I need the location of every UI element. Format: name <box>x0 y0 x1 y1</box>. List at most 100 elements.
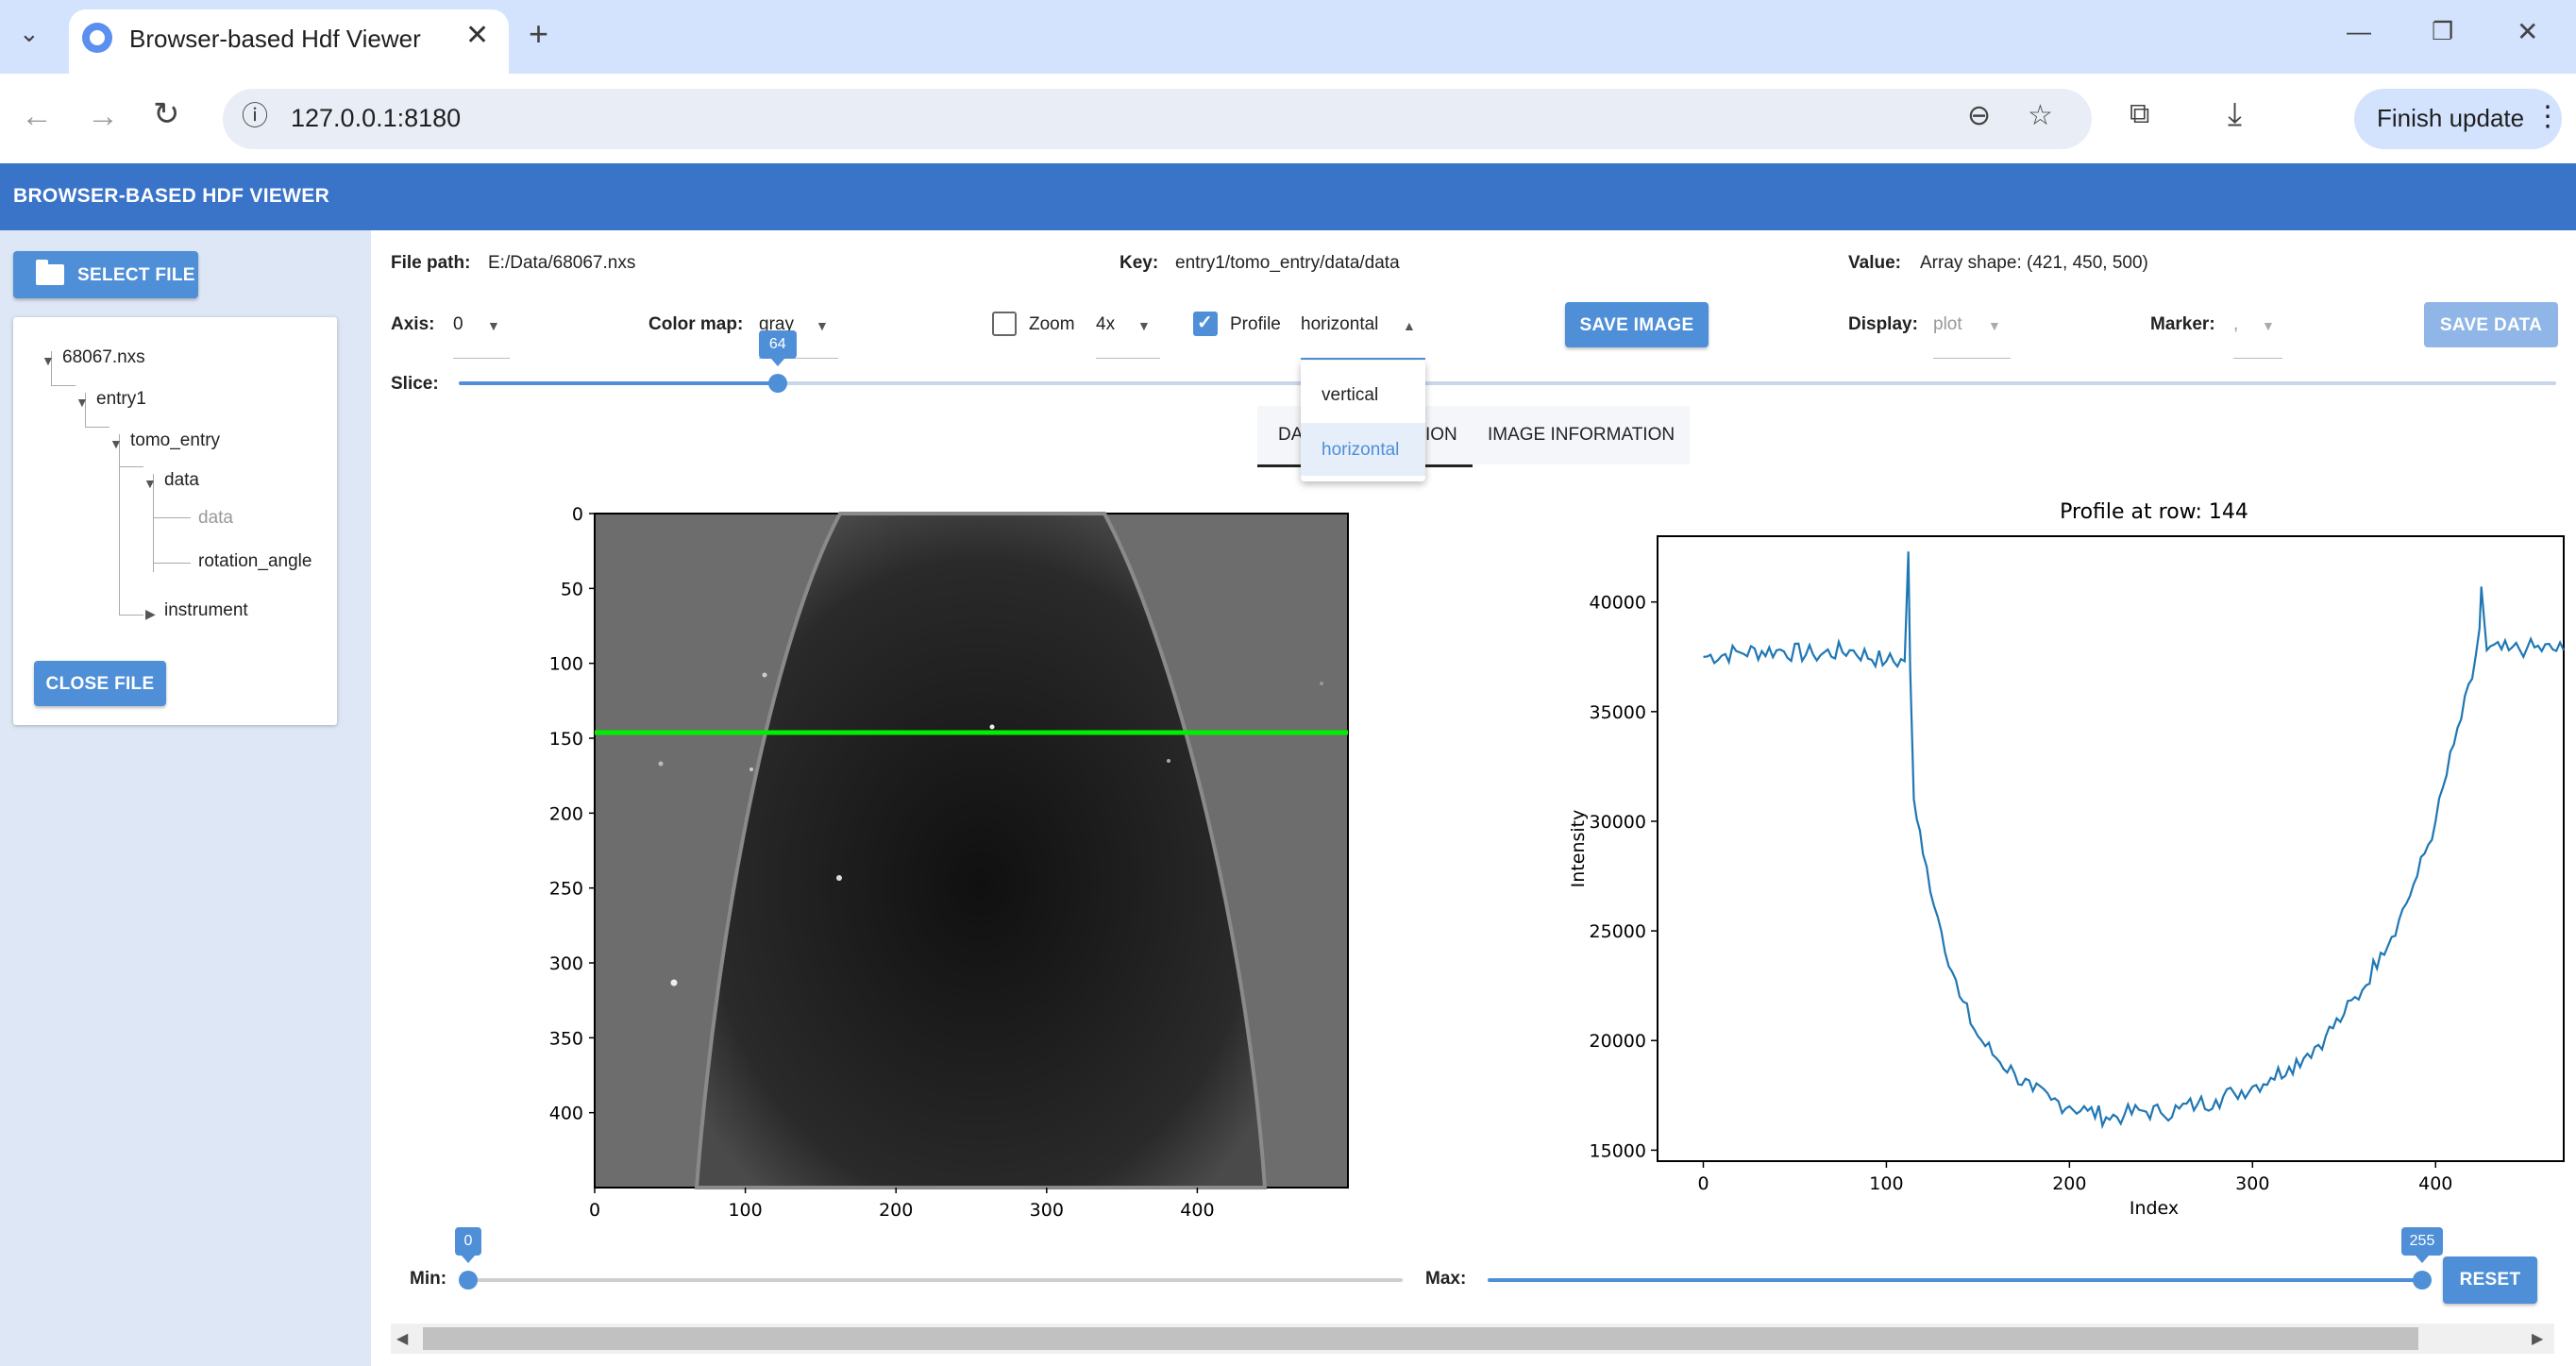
key-value: entry1/tomo_entry/data/data <box>1175 253 1400 273</box>
min-value-bubble: 0 <box>455 1227 481 1263</box>
back-icon[interactable]: ← <box>21 98 53 134</box>
tree-node-tomo-entry[interactable]: tomo_entry <box>130 430 221 450</box>
collapse-arrow-icon[interactable]: ▼ <box>143 476 157 491</box>
browser-tab-strip: ⌄ Browser-based Hdf Viewer ✕ + — ❐ ✕ <box>0 0 2576 74</box>
address-bar[interactable]: ⓘ 127.0.0.1:8180 ⊖ ☆ <box>223 89 2092 149</box>
image-ytick-label: 300 <box>549 953 583 974</box>
profile-option-vertical[interactable]: vertical <box>1322 385 1379 405</box>
plot-x-axis: 0 100 200 300 400 <box>1697 1161 2452 1194</box>
colormap-select[interactable]: gray ▼ <box>759 307 838 360</box>
slice-slider[interactable]: 64 <box>459 330 2556 402</box>
display-select-value: plot <box>1933 314 1962 334</box>
profile-select-value: horizontal <box>1301 314 1379 334</box>
image-xtick-label: 400 <box>1180 1200 1214 1221</box>
profile-option-horizontal[interactable]: horizontal <box>1301 423 1425 476</box>
zoom-select[interactable]: 4x ▼ <box>1096 307 1160 360</box>
bookmark-star-icon[interactable]: ☆ <box>2028 100 2053 131</box>
reload-icon[interactable]: ↻ <box>153 96 180 132</box>
reset-button[interactable]: RESET <box>2443 1256 2537 1304</box>
image-ytick-label: 400 <box>549 1104 583 1124</box>
profile-dropdown-menu: vertical horizontal <box>1301 361 1425 481</box>
image-ytick-label: 0 <box>572 504 583 525</box>
min-label: Min: <box>410 1269 447 1289</box>
restore-icon[interactable]: ❐ <box>2432 17 2454 45</box>
scrollbar-thumb[interactable] <box>423 1327 2418 1350</box>
value-text: Array shape: (421, 450, 500) <box>1920 253 2148 273</box>
scroll-left-icon[interactable]: ◀ <box>396 1331 409 1347</box>
image-y-axis: 0 50 100 150 200 250 300 350 400 <box>549 504 595 1124</box>
menu-dots-icon[interactable]: ⋮ <box>2534 101 2562 132</box>
chevron-up-icon: ▲ <box>1403 318 1416 333</box>
image-ytick-label: 350 <box>549 1028 583 1049</box>
tab-image-information[interactable]: IMAGE INFORMATION <box>1488 406 1690 464</box>
min-slider[interactable]: 0 <box>455 1227 1403 1299</box>
min-slider-thumb[interactable] <box>459 1271 478 1290</box>
download-icon[interactable]: ⤓ <box>2228 96 2243 132</box>
tab-image-information-label: IMAGE INFORMATION <box>1488 425 1675 445</box>
profile-select[interactable]: horizontal ▲ <box>1301 307 1425 360</box>
file-path-value: E:/Data/68067.nxs <box>488 253 636 273</box>
horizontal-scrollbar[interactable]: ◀ ▶ <box>391 1324 2554 1354</box>
plot-ytick-label: 40000 <box>1590 593 1646 614</box>
collapse-arrow-icon[interactable]: ▼ <box>42 353 55 368</box>
scroll-right-icon[interactable]: ▶ <box>2532 1331 2544 1347</box>
profile-checkbox[interactable] <box>1193 311 1218 336</box>
extensions-icon[interactable]: ⧉ <box>2130 98 2150 129</box>
key-label: Key: <box>1120 253 1159 273</box>
url-text[interactable]: 127.0.0.1:8180 <box>291 104 462 132</box>
plot-ytick-label: 35000 <box>1590 702 1646 723</box>
save-image-button[interactable]: SAVE IMAGE <box>1565 302 1709 347</box>
minimize-icon[interactable]: — <box>2347 17 2371 45</box>
zoom-select-value: 4x <box>1096 314 1116 334</box>
browser-tab[interactable]: Browser-based Hdf Viewer ✕ <box>69 9 509 74</box>
tab-title: Browser-based Hdf Viewer <box>129 25 421 53</box>
marker-label: Marker: <box>2150 314 2215 334</box>
folder-icon <box>36 260 64 285</box>
profile-plot: Profile at row: 144 15000200002500030000… <box>1568 500 2565 1219</box>
chevron-down-icon: ▼ <box>1137 318 1151 333</box>
max-slider-thumb[interactable] <box>2413 1271 2432 1290</box>
zoom-icon[interactable]: ⊖ <box>1967 100 1992 131</box>
window-close-icon[interactable]: ✕ <box>2517 17 2539 46</box>
axis-select[interactable]: 0 ▼ <box>453 307 510 360</box>
favicon-icon <box>82 23 112 53</box>
tree-node-data-selected[interactable]: data <box>198 508 233 528</box>
forward-icon[interactable]: → <box>87 98 119 134</box>
tree-node-file[interactable]: 68067.nxs <box>62 347 145 367</box>
plot-xtick-label: 100 <box>1869 1173 1903 1194</box>
zoom-checkbox[interactable] <box>992 312 1017 336</box>
tree-node-instrument[interactable]: instrument <box>164 600 248 620</box>
tab-search-icon[interactable]: ⌄ <box>19 19 40 47</box>
profile-series-line <box>1703 551 2565 1130</box>
slice-image[interactable] <box>594 512 1349 1189</box>
display-label: Display: <box>1848 314 1918 334</box>
slice-label: Slice: <box>391 374 439 394</box>
plot-ytick-label: 30000 <box>1590 812 1646 833</box>
chevron-down-icon: ▼ <box>816 318 829 333</box>
plot-xtick-label: 200 <box>2052 1173 2086 1194</box>
collapse-arrow-icon[interactable]: ▼ <box>109 436 123 451</box>
image-ytick-label: 50 <box>561 579 583 599</box>
max-value-bubble: 255 <box>2401 1227 2443 1263</box>
axis-select-value: 0 <box>453 314 463 334</box>
slice-slider-thumb[interactable] <box>767 374 787 393</box>
select-file-button[interactable]: SELECT FILE <box>13 251 198 298</box>
chevron-down-icon: ▼ <box>1988 318 2001 333</box>
plot-frame <box>1657 535 2565 1162</box>
expand-arrow-icon[interactable]: ▶ <box>145 606 156 621</box>
tree-node-entry1[interactable]: entry1 <box>96 389 146 409</box>
close-file-button[interactable]: CLOSE FILE <box>34 661 166 706</box>
finish-update-button[interactable]: Finish update ⋮ <box>2354 89 2562 149</box>
collapse-arrow-icon[interactable]: ▼ <box>76 395 89 410</box>
tree-node-data-group[interactable]: data <box>164 470 199 490</box>
tree-node-rotation-angle[interactable]: rotation_angle <box>198 551 312 571</box>
plot-y-axis: 15000 20000 25000 30000 35000 40000 <box>1590 593 1658 1161</box>
image-xtick-label: 300 <box>1030 1200 1064 1221</box>
max-slider[interactable]: 255 <box>1488 1227 2443 1299</box>
image-ytick-label: 250 <box>549 879 583 900</box>
image-ytick-label: 200 <box>549 803 583 824</box>
save-data-label: SAVE DATA <box>2439 315 2543 335</box>
tab-close-icon[interactable]: ✕ <box>465 20 490 51</box>
new-tab-icon[interactable]: + <box>529 14 549 53</box>
site-info-icon[interactable]: ⓘ <box>242 101 269 130</box>
